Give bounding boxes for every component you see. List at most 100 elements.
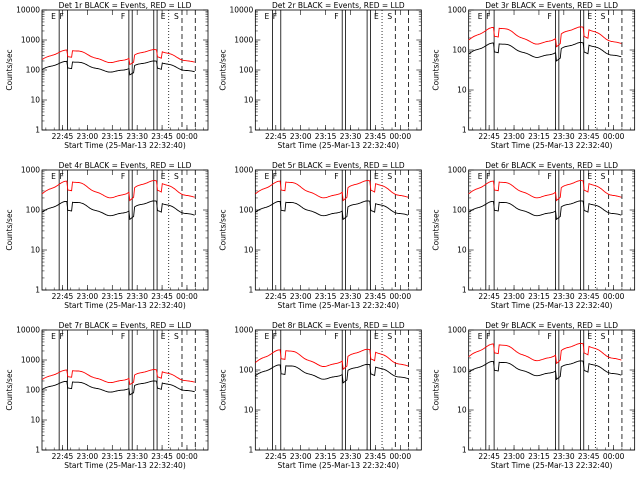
x-tick-label: 23:30 xyxy=(340,292,362,301)
x-tick-label: 23:30 xyxy=(126,292,148,301)
x-tick-label: 22:45 xyxy=(52,452,74,461)
x-tick-label: 00:00 xyxy=(176,132,198,141)
series-line-events xyxy=(468,200,622,221)
event-marker-label: F xyxy=(273,332,277,341)
x-tick-label: 23:45 xyxy=(365,452,387,461)
x-axis-label: Start Time (25-Mar-13 22:32:40) xyxy=(64,461,186,470)
y-axis-label: Counts/sec xyxy=(5,209,14,250)
y-tick-label: 100 xyxy=(26,66,41,75)
event-marker-label: E xyxy=(51,172,56,181)
x-tick-label: 00:00 xyxy=(603,452,625,461)
series-line-lld xyxy=(468,26,622,48)
y-tick-label: 100 xyxy=(452,366,467,375)
series-line-lld xyxy=(468,180,622,202)
series-line-lld xyxy=(41,49,195,66)
event-marker-label: S xyxy=(601,172,606,181)
event-marker-label: F xyxy=(548,172,552,181)
event-marker-label: S xyxy=(174,332,179,341)
x-tick-label: 23:30 xyxy=(340,452,362,461)
event-marker-label: F xyxy=(59,332,63,341)
y-tick-label: 100 xyxy=(452,206,467,215)
x-tick-label: 23:30 xyxy=(126,452,148,461)
event-marker-label: F xyxy=(334,12,338,21)
x-tick-label: 22:45 xyxy=(265,132,287,141)
y-tick-label: 1000 xyxy=(448,6,467,15)
x-tick-label: 23:15 xyxy=(315,292,337,301)
event-marker-label: E xyxy=(264,332,269,341)
x-tick-label: 23:15 xyxy=(315,452,337,461)
y-tick-label: 1 xyxy=(249,126,254,135)
y-tick-label: 100 xyxy=(26,386,41,395)
detector-panel-1: Det 1r BLACK = Events, RED = LLD 1 10 100 10… xyxy=(5,1,209,150)
x-tick-label: 22:45 xyxy=(478,452,500,461)
x-tick-label: 22:45 xyxy=(478,132,500,141)
x-tick-label: 22:45 xyxy=(478,292,500,301)
event-marker-label: E xyxy=(51,12,56,21)
series-line-events xyxy=(41,60,195,76)
y-tick-label: 1000 xyxy=(21,166,40,175)
event-marker-label: F xyxy=(121,332,125,341)
series-line-events xyxy=(468,42,622,62)
series-line-lld xyxy=(41,369,195,386)
y-tick-label: 1000 xyxy=(234,166,253,175)
plot-frame xyxy=(41,169,209,291)
x-tick-label: 23:00 xyxy=(503,132,525,141)
x-axis-label: Start Time (25-Mar-13 22:32:40) xyxy=(491,461,613,470)
x-tick-label: 23:00 xyxy=(290,452,312,461)
x-axis-label: Start Time (25-Mar-13 22:32:40) xyxy=(491,301,613,310)
event-marker-label: E xyxy=(51,332,56,341)
series-line-events xyxy=(41,380,195,396)
x-tick-label: 22:45 xyxy=(52,132,74,141)
x-tick-label: 00:00 xyxy=(389,292,411,301)
event-marker-label: F xyxy=(548,12,552,21)
y-axis-label: Counts/sec xyxy=(218,49,227,90)
plot-frame xyxy=(468,169,636,291)
x-tick-label: 23:00 xyxy=(77,292,99,301)
x-tick-label: 00:00 xyxy=(176,292,198,301)
event-marker-label: F xyxy=(486,12,490,21)
event-marker-label: S xyxy=(601,332,606,341)
detector-panel-2: Det 2r BLACK = Events, RED = LLD 1 10 100 10… xyxy=(218,1,422,150)
x-tick-label: 23:30 xyxy=(126,132,148,141)
x-tick-label: 23:15 xyxy=(101,452,123,461)
y-axis-label: Counts/sec xyxy=(218,209,227,250)
event-marker-label: S xyxy=(174,172,179,181)
y-axis-label: Counts/sec xyxy=(218,369,227,410)
plot-frame xyxy=(468,9,636,131)
y-tick-label: 1 xyxy=(35,286,40,295)
plot-frame xyxy=(254,9,422,131)
series-line-lld xyxy=(468,343,622,365)
x-axis-label: Start Time (25-Mar-13 22:32:40) xyxy=(491,141,613,150)
x-tick-label: 23:00 xyxy=(503,292,525,301)
x-tick-label: 23:30 xyxy=(553,452,575,461)
x-tick-label: 00:00 xyxy=(389,132,411,141)
x-tick-label: 23:00 xyxy=(290,292,312,301)
y-tick-label: 100 xyxy=(239,366,254,375)
event-marker-label: E xyxy=(478,332,483,341)
event-marker-label: S xyxy=(387,172,392,181)
series-line-events xyxy=(468,360,622,381)
x-tick-label: 23:45 xyxy=(365,132,387,141)
x-tick-label: 23:00 xyxy=(290,132,312,141)
panel-title: Det 2r BLACK = Events, RED = LLD xyxy=(272,1,405,10)
x-tick-label: 23:45 xyxy=(151,452,173,461)
x-axis-label: Start Time (25-Mar-13 22:32:40) xyxy=(64,141,186,150)
panel-title: Det 1r BLACK = Events, RED = LLD xyxy=(59,1,192,10)
plot-frame xyxy=(468,329,636,451)
y-tick-label: 100 xyxy=(239,206,254,215)
x-axis-label: Start Time (25-Mar-13 22:32:40) xyxy=(278,141,400,150)
x-tick-label: 23:00 xyxy=(77,132,99,141)
y-tick-label: 1000 xyxy=(234,36,253,45)
panel-title: Det 3r BLACK = Events, RED = LLD xyxy=(485,1,618,10)
detector-panel-5: Det 5r BLACK = Events, RED = LLD 1 10 100 10… xyxy=(218,161,422,310)
x-tick-label: 00:00 xyxy=(176,452,198,461)
event-marker-label: F xyxy=(486,172,490,181)
event-marker-label: F xyxy=(273,12,277,21)
x-tick-label: 23:00 xyxy=(503,452,525,461)
x-tick-label: 00:00 xyxy=(603,292,625,301)
event-marker-label: S xyxy=(387,332,392,341)
series-line-lld xyxy=(41,180,195,202)
y-tick-label: 1000 xyxy=(21,356,40,365)
x-tick-label: 00:00 xyxy=(389,452,411,461)
